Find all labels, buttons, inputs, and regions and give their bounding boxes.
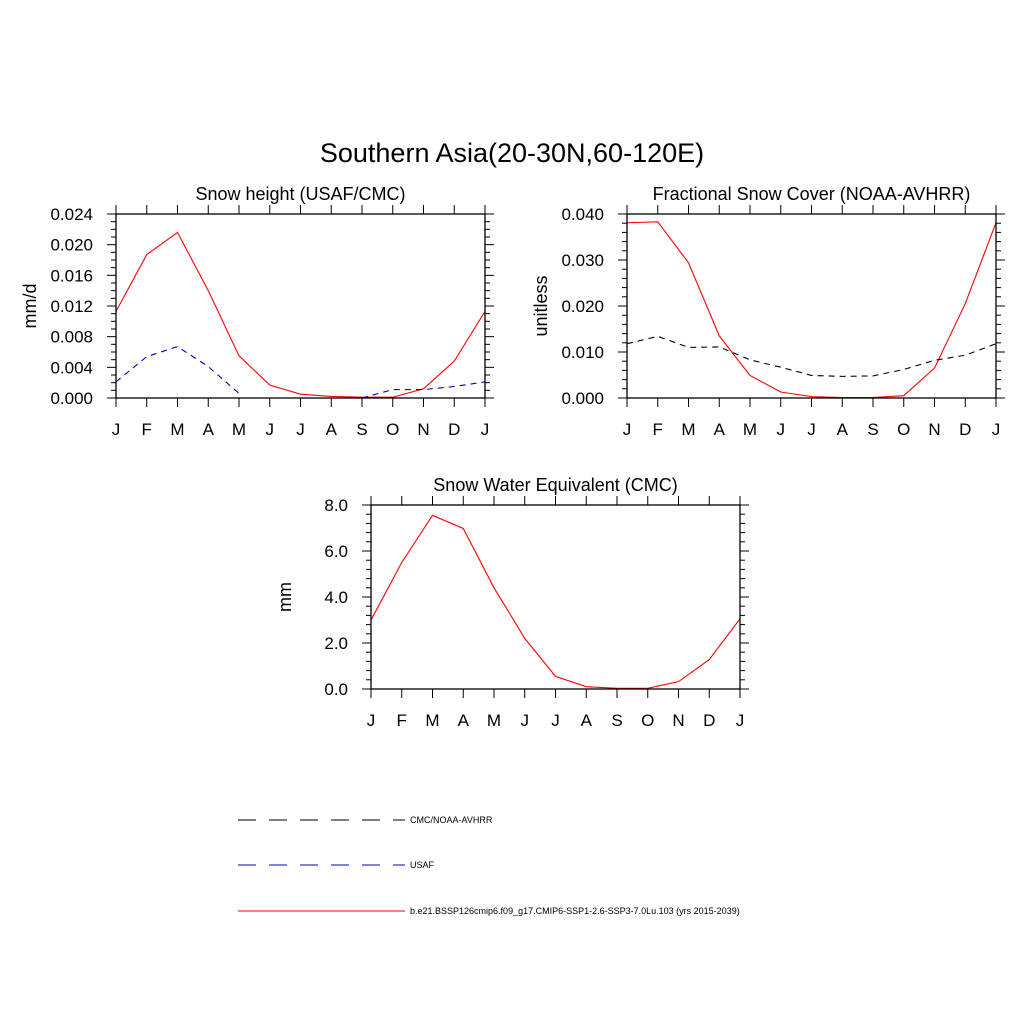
x-tick-label: D [959,420,971,439]
y-tick-label: 0.020 [561,297,604,316]
y-tick-label: 0.016 [50,266,93,285]
y-tick-label: 4.0 [324,588,348,607]
y-tick-label: 0.000 [561,389,604,408]
y-tick-label: 0.008 [50,328,93,347]
x-tick-label: A [458,711,470,730]
x-tick-label: J [521,711,530,730]
x-tick-label: J [112,420,121,439]
x-tick-label: M [425,711,439,730]
legend: CMC/NOAA-AVHRR USAF b.e21.BSSP126cmip6.f09… [238,815,740,916]
x-tick-label: O [386,420,399,439]
y-tick-label: 0.0 [324,680,348,699]
y-tick-label: 0.040 [561,205,604,224]
y-axis-label: mm [275,582,295,612]
x-tick-label: J [296,420,305,439]
panel-title: Snow height (USAF/CMC) [195,184,405,204]
y-tick-label: 8.0 [324,496,348,515]
x-tick-label: F [142,420,152,439]
x-tick-label: A [203,420,215,439]
series-line [626,221,997,399]
y-tick-label: 6.0 [324,542,348,561]
x-tick-label: J [992,420,1001,439]
x-tick-label: J [777,420,786,439]
x-tick-label: M [170,420,184,439]
plot-frame [370,504,741,690]
x-tick-label: J [551,711,560,730]
x-tick-label: O [897,420,910,439]
x-tick-label: D [448,420,460,439]
y-tick-label: 0.010 [561,343,604,362]
legend-label: b.e21.BSSP126cmip6.f09_g17.CMIP6-SSP1-2.… [410,906,740,916]
panel-title: Fractional Snow Cover (NOAA-AVHRR) [653,184,971,204]
x-tick-label: N [672,711,684,730]
series-line [115,231,486,398]
x-tick-label: A [581,711,593,730]
y-tick-label: 0.004 [50,358,93,377]
y-axis-label: unitless [531,275,551,336]
plot-frame [626,213,997,399]
main-title: Southern Asia(20-30N,60-120E) [319,138,705,168]
x-tick-label: A [837,420,849,439]
x-tick-label: M [681,420,695,439]
x-tick-label: J [367,711,376,730]
x-tick-label: S [611,711,622,730]
series-line [370,514,741,689]
x-tick-label: M [743,420,757,439]
series-line [626,335,997,377]
series-line [115,346,486,399]
x-tick-label: S [867,420,878,439]
x-tick-label: J [266,420,275,439]
x-tick-label: J [623,420,632,439]
x-tick-label: F [397,711,407,730]
legend-label: CMC/NOAA-AVHRR [410,815,493,825]
x-tick-label: N [417,420,429,439]
x-tick-label: S [356,420,367,439]
panel-fractional-snow-cover: Fractional Snow Cover (NOAA-AVHRR) unitle… [531,184,1005,439]
panel-snow-water-equivalent: Snow Water Equivalent (CMC) mm 0.0 2.0 4.0 6.… [275,475,749,730]
x-tick-label: J [807,420,816,439]
x-tick-label: O [641,711,654,730]
x-tick-label: N [928,420,940,439]
y-tick-label: 0.020 [50,236,93,255]
legend-label: USAF [410,860,435,870]
y-tick-label: 0.000 [50,389,93,408]
y-tick-label: 0.024 [50,205,93,224]
x-tick-label: M [487,711,501,730]
y-axis-label: mm/d [20,284,40,329]
x-tick-label: J [736,711,745,730]
x-tick-label: D [703,711,715,730]
y-tick-label: 2.0 [324,634,348,653]
y-tick-label: 0.030 [561,251,604,270]
plot-frame [115,213,486,399]
x-tick-label: M [232,420,246,439]
x-tick-label: A [326,420,338,439]
x-tick-label: J [481,420,490,439]
x-tick-label: F [653,420,663,439]
y-tick-label: 0.012 [50,297,93,316]
x-tick-label: A [714,420,726,439]
panel-snow-height: Snow height (USAF/CMC) mm/d 0.000 0.004 0.00… [20,184,494,439]
panel-title: Snow Water Equivalent (CMC) [433,475,677,495]
